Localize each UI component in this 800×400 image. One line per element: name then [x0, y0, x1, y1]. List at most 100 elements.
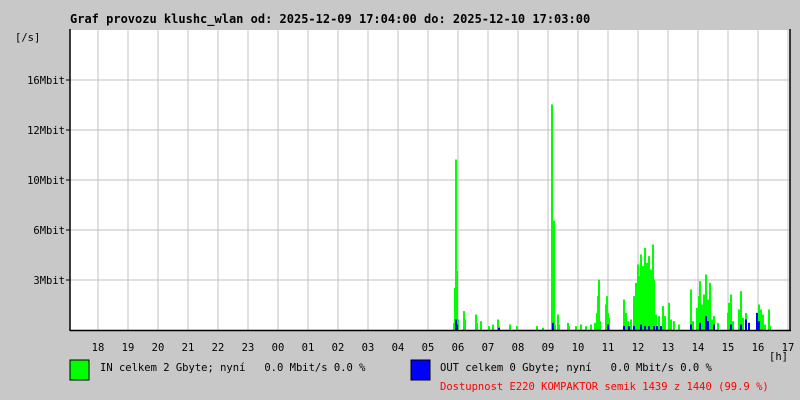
- y-tick-label: 16Mbit: [27, 75, 65, 87]
- data-point-in: [599, 321, 601, 330]
- data-point-in: [551, 104, 553, 330]
- data-point-out: [498, 327, 500, 330]
- data-point-out: [740, 324, 742, 330]
- data-point-in: [456, 271, 458, 330]
- data-point-out: [640, 324, 642, 330]
- x-tick-label: 21: [182, 342, 195, 354]
- data-point-out: [607, 324, 609, 330]
- data-point-out: [748, 322, 750, 330]
- data-point-out: [644, 326, 646, 330]
- data-point-in: [623, 299, 625, 330]
- data-point-in: [590, 324, 592, 330]
- data-point-in: [742, 317, 744, 330]
- x-tick-label: 02: [332, 342, 345, 354]
- data-point-in: [554, 324, 556, 330]
- data-point-in: [642, 266, 644, 330]
- legend-in-text: IN celkem 2 Gbyte; nyní 0.0 Mbit/s 0.0 %: [100, 362, 366, 374]
- data-point-in: [738, 309, 740, 330]
- data-point-in: [648, 256, 650, 330]
- data-point-out: [648, 326, 650, 330]
- data-point-in: [558, 324, 560, 330]
- data-point-in: [644, 247, 646, 330]
- y-tick-label: 3Mbit: [33, 275, 65, 287]
- data-point-out: [653, 326, 655, 330]
- data-point-in: [516, 326, 518, 330]
- data-point-out: [705, 316, 707, 330]
- data-point-out: [660, 326, 662, 330]
- data-point-in: [699, 281, 701, 330]
- series-out: [455, 312, 760, 330]
- x-tick-label: 20: [152, 342, 165, 354]
- data-point-in: [732, 321, 734, 330]
- x-tick-label: 12: [632, 342, 645, 354]
- data-point-in: [625, 312, 627, 330]
- data-point-in: [769, 326, 771, 330]
- x-tick-label: 22: [212, 342, 225, 354]
- x-tick-label: 14: [692, 342, 705, 354]
- x-tick-label: 10: [572, 342, 585, 354]
- data-point-out: [456, 324, 458, 330]
- data-point-in: [542, 327, 544, 330]
- data-point-in: [553, 220, 555, 330]
- x-tick-label: 05: [422, 342, 435, 354]
- data-point-in: [662, 306, 664, 330]
- x-tick-labels: 18 19 20 21 22 23 00 01 02 03 04 05 06 07 08 09 10 11 12 13…: [92, 342, 795, 354]
- data-point-out: [756, 312, 758, 330]
- data-point-in: [630, 319, 632, 330]
- data-point-in: [768, 309, 770, 330]
- data-point-in: [703, 294, 705, 330]
- data-point-in: [568, 326, 570, 330]
- data-point-out: [758, 321, 760, 330]
- data-point-out: [699, 322, 701, 330]
- x-tick-label: 07: [482, 342, 495, 354]
- data-point-out: [730, 324, 732, 330]
- data-point-in: [717, 322, 719, 330]
- data-point-in: [658, 316, 660, 330]
- data-point-in: [673, 321, 675, 330]
- data-point-in: [696, 307, 698, 330]
- y-tick-label: 10Mbit: [27, 175, 65, 187]
- data-point-in: [709, 282, 711, 330]
- data-point-in: [740, 291, 742, 330]
- data-point-in: [701, 304, 703, 330]
- x-tick-label: 03: [362, 342, 375, 354]
- legend-out-text: OUT celkem 0 Gbyte; nyní 0.0 Mbit/s 0.0 …: [440, 362, 713, 374]
- data-point-out: [690, 324, 692, 330]
- data-point-in: [707, 299, 709, 330]
- chart-title: Graf provozu klushc_wlan od: 2025-12-09 …: [70, 12, 590, 27]
- data-point-in: [585, 326, 587, 330]
- data-point-in: [760, 309, 762, 330]
- series-in: [453, 104, 771, 330]
- data-point-in: [640, 254, 642, 330]
- data-point-in: [492, 324, 494, 330]
- data-point-in: [594, 322, 596, 330]
- data-point-in: [758, 304, 760, 330]
- data-point-out: [552, 322, 554, 330]
- x-tick-label: 17: [782, 342, 795, 354]
- legend-out-swatch: [410, 359, 431, 381]
- data-point-in: [509, 324, 511, 330]
- data-point-in: [497, 319, 499, 330]
- data-point-out: [745, 319, 747, 330]
- y-tick-label: 6Mbit: [33, 225, 65, 237]
- data-point-in: [633, 296, 635, 330]
- data-point-in: [762, 314, 764, 330]
- data-point-in: [598, 279, 600, 330]
- data-point-in: [638, 276, 640, 330]
- data-point-in: [646, 262, 648, 330]
- x-axis-unit: [h]: [769, 351, 788, 363]
- data-point-out: [713, 324, 715, 330]
- x-tick-label: 00: [272, 342, 285, 354]
- legend-in-swatch: [69, 359, 90, 381]
- data-point-in: [705, 274, 707, 330]
- data-point-in: [690, 289, 692, 330]
- data-point-in: [475, 314, 477, 330]
- data-point-in: [692, 321, 694, 330]
- data-point-out: [656, 326, 658, 330]
- y-tick-label: 12Mbit: [27, 125, 65, 137]
- data-point-out: [623, 326, 625, 330]
- availability-text: Dostupnost E220 KOMPAKTOR semik 1439 z 1…: [440, 381, 769, 393]
- data-point-in: [728, 302, 730, 330]
- x-tick-label: 06: [452, 342, 465, 354]
